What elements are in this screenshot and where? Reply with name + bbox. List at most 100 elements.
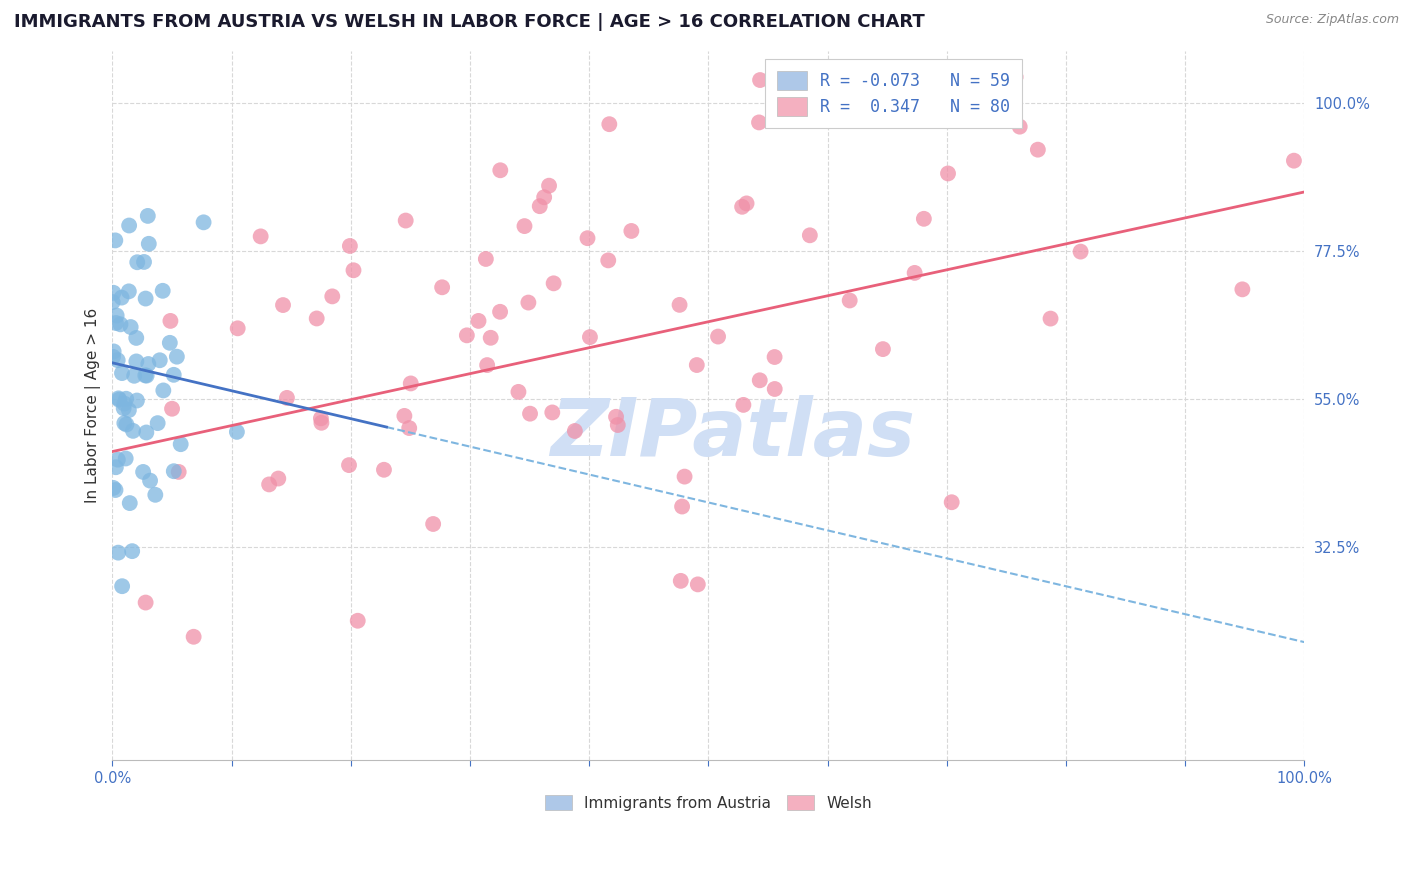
Point [118, 496, 141, 510]
Text: ZIPatlas: ZIPatlas [550, 395, 915, 473]
Point [143, 488, 166, 502]
Point [112, 396, 135, 410]
Point [135, 425, 157, 440]
Point [225, 425, 247, 439]
Point [838, 293, 860, 308]
Point [1232, 282, 1254, 296]
Point [763, 350, 786, 364]
Point [733, 398, 755, 412]
Point [305, 311, 328, 326]
Point [1004, 70, 1026, 84]
Point [671, 500, 693, 514]
Point [120, 320, 142, 334]
Point [249, 229, 271, 244]
Point [193, 215, 215, 229]
Point [127, 255, 149, 269]
Point [166, 350, 188, 364]
Point [311, 416, 333, 430]
Point [139, 474, 162, 488]
Point [110, 291, 132, 305]
Point [735, 196, 758, 211]
Point [104, 316, 127, 330]
Point [605, 409, 627, 424]
Point [183, 630, 205, 644]
Point [122, 368, 145, 383]
Point [152, 384, 174, 398]
Point [941, 495, 963, 509]
Point [1026, 143, 1049, 157]
Point [529, 199, 551, 213]
Point [309, 411, 332, 425]
Point [122, 424, 145, 438]
Point [707, 329, 730, 343]
Point [342, 263, 364, 277]
Point [118, 403, 141, 417]
Point [104, 460, 127, 475]
Legend: Immigrants from Austria, Welsh: Immigrants from Austria, Welsh [538, 789, 879, 816]
Point [115, 392, 138, 406]
Point [103, 344, 125, 359]
Point [541, 405, 564, 419]
Point [579, 330, 602, 344]
Point [107, 392, 129, 406]
Point [1282, 153, 1305, 168]
Point [1008, 120, 1031, 134]
Point [395, 213, 418, 227]
Point [152, 284, 174, 298]
Point [111, 579, 134, 593]
Point [163, 368, 186, 382]
Point [149, 353, 172, 368]
Point [134, 368, 156, 383]
Point [475, 358, 498, 372]
Point [121, 544, 143, 558]
Point [321, 289, 343, 303]
Point [912, 211, 935, 226]
Point [1070, 244, 1092, 259]
Point [859, 111, 882, 125]
Point [114, 451, 136, 466]
Point [167, 465, 190, 479]
Point [111, 366, 134, 380]
Point [136, 209, 159, 223]
Point [489, 163, 512, 178]
Point [163, 464, 186, 478]
Point [132, 465, 155, 479]
Point [872, 342, 894, 356]
Point [125, 393, 148, 408]
Point [105, 309, 128, 323]
Point [394, 409, 416, 423]
Point [749, 73, 772, 87]
Point [104, 234, 127, 248]
Point [118, 285, 141, 299]
Point [475, 252, 498, 266]
Point [159, 314, 181, 328]
Point [799, 228, 821, 243]
Point [533, 190, 555, 204]
Point [620, 224, 643, 238]
Point [748, 115, 770, 129]
Point [103, 481, 125, 495]
Point [101, 295, 124, 310]
Point [513, 219, 536, 233]
Point [339, 239, 361, 253]
Point [669, 574, 692, 588]
Point [138, 236, 160, 251]
Point [904, 266, 927, 280]
Point [467, 314, 489, 328]
Point [115, 417, 138, 432]
Point [226, 321, 249, 335]
Point [576, 231, 599, 245]
Point [267, 471, 290, 485]
Point [276, 391, 298, 405]
Point [135, 292, 157, 306]
Text: Source: ZipAtlas.com: Source: ZipAtlas.com [1265, 13, 1399, 27]
Point [763, 382, 786, 396]
Point [107, 452, 129, 467]
Point [606, 417, 628, 432]
Point [936, 166, 959, 180]
Point [337, 458, 360, 472]
Point [489, 305, 512, 319]
Point [686, 358, 709, 372]
Point [538, 178, 561, 193]
Point [170, 437, 193, 451]
